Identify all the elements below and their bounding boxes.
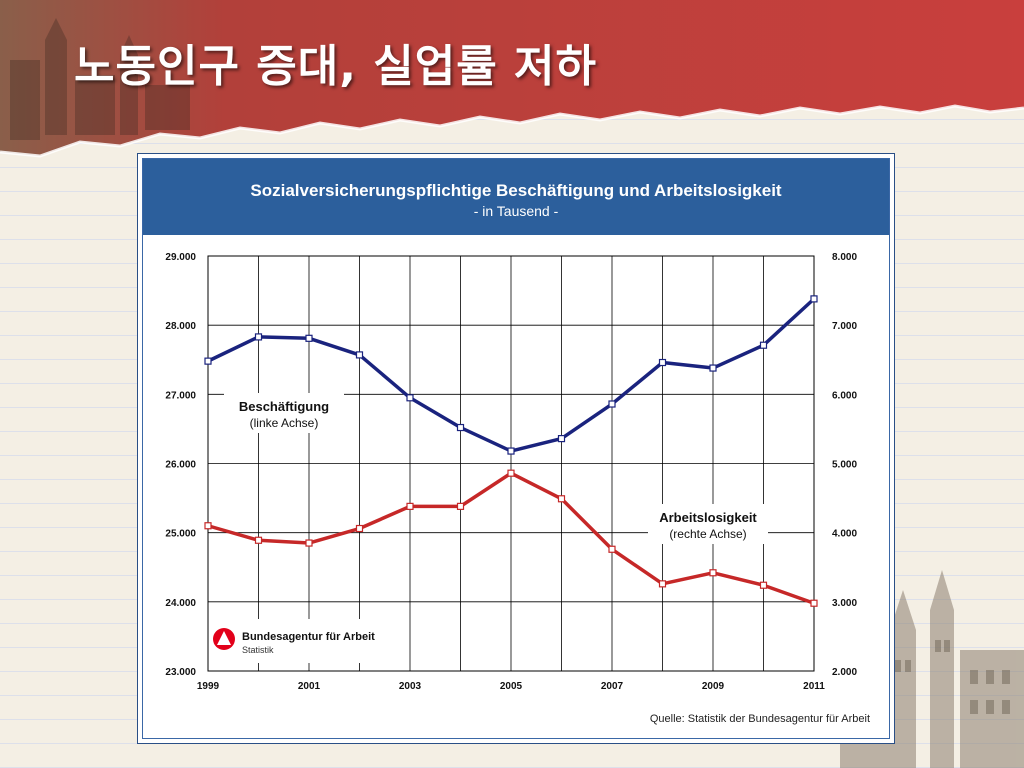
data-point <box>557 435 566 443</box>
annotation-box <box>224 393 344 433</box>
data-point <box>507 447 515 455</box>
data-point <box>658 358 667 367</box>
data-point <box>759 581 768 589</box>
annotation-box <box>648 504 768 544</box>
series-label: Arbeitslosigkeit <box>659 510 757 525</box>
logo-triangle <box>217 631 231 645</box>
data-point <box>406 394 414 402</box>
chart-panel: Sozialversicherungspflichtige Beschäftig… <box>137 153 895 744</box>
data-point <box>608 400 616 408</box>
chart-frame: Sozialversicherungspflichtige Beschäftig… <box>142 158 890 739</box>
slide-title: 노동인구 증대, 실업률 저하 <box>74 41 597 92</box>
y-left-tick-label: 28.000 <box>165 321 196 332</box>
data-point <box>456 423 465 432</box>
data-point <box>355 351 364 359</box>
series-axis-note: (linke Achse) <box>250 416 319 430</box>
y-right-tick-label: 8.000 <box>832 252 857 263</box>
x-tick-label: 2011 <box>803 681 825 692</box>
y-left-tick-label: 23.000 <box>165 667 196 678</box>
data-point <box>456 502 465 510</box>
y-right-tick-label: 7.000 <box>832 321 857 332</box>
y-right-tick-label: 2.000 <box>832 667 857 678</box>
x-tick-label: 2001 <box>298 681 321 692</box>
series-axis-note: (rechte Achse) <box>669 527 746 541</box>
data-point <box>759 341 768 349</box>
y-right-tick-label: 3.000 <box>832 598 857 609</box>
chart-source: Quelle: Statistik der Bundesagentur für … <box>649 713 870 725</box>
x-tick-label: 2005 <box>500 681 523 692</box>
data-point <box>204 357 212 365</box>
data-point <box>608 545 616 553</box>
title-banner <box>0 0 1024 158</box>
chart-subtitle: - in Tausend - <box>473 203 559 219</box>
y-left-tick-label: 26.000 <box>165 460 196 471</box>
data-point <box>254 536 263 544</box>
y-left-tick-label: 24.000 <box>165 598 196 609</box>
y-right-tick-label: 5.000 <box>832 460 857 471</box>
data-point <box>507 469 515 477</box>
line-chart: 23.000 24.000 25.000 26.000 27.000 28.000 29.0… <box>165 252 857 692</box>
data-point <box>204 522 212 530</box>
y-right-tick-label: 4.000 <box>832 529 857 540</box>
data-point <box>709 569 717 577</box>
data-point <box>406 502 414 510</box>
x-tick-label: 2007 <box>601 681 624 692</box>
chart-title: Sozialversicherungspflichtige Beschäftig… <box>250 181 782 200</box>
data-point <box>810 599 818 607</box>
series-label: Beschäftigung <box>239 399 329 414</box>
y-right-tick-label: 6.000 <box>832 390 857 401</box>
data-point <box>658 580 667 588</box>
logo-box <box>210 619 385 663</box>
chart-header: Sozialversicherungspflichtige Beschäftig… <box>143 159 889 235</box>
data-point <box>709 364 717 372</box>
data-point <box>305 539 313 547</box>
data-point <box>305 334 313 342</box>
data-point <box>557 495 566 503</box>
y-left-tick-label: 25.000 <box>165 529 196 540</box>
x-tick-label: 2003 <box>399 681 422 692</box>
data-point <box>355 524 364 533</box>
data-point <box>254 333 263 341</box>
y-left-tick-label: 27.000 <box>165 390 196 401</box>
logo-name: Bundesagentur für Arbeit <box>242 631 375 643</box>
data-point <box>810 295 818 303</box>
logo-subtitle: Statistik <box>242 645 274 655</box>
y-left-tick-label: 29.000 <box>165 252 196 263</box>
x-tick-label: 2009 <box>702 681 725 692</box>
x-tick-label: 1999 <box>197 681 220 692</box>
